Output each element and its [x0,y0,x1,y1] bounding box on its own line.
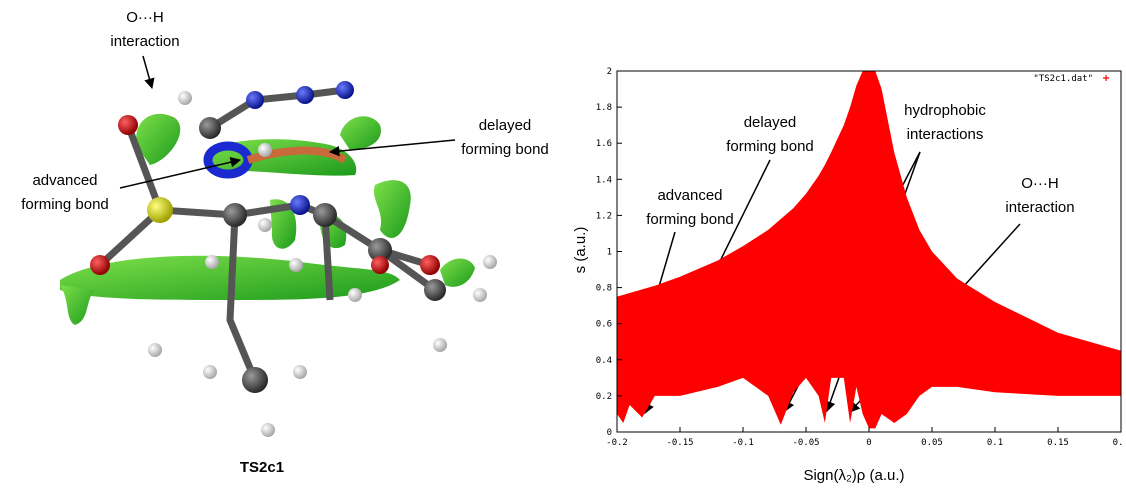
y-axis-label: s (a.u.) [572,227,589,274]
y-tick-label: 2 [607,67,612,77]
y-tick-label: 0.6 [596,320,612,330]
y-tick-label: 0.2 [596,392,612,402]
data-area [617,71,1121,429]
y-tick-label: 0 [607,428,612,438]
x-tick-label: 0.15 [1047,438,1069,448]
annotation: interaction [110,33,179,50]
x-tick-label: 0.05 [921,438,943,448]
annotation: O···H [126,9,164,26]
annotation: forming bond [646,211,734,228]
y-tick-label: 1.4 [596,175,612,185]
y-tick-label: 0.8 [596,284,612,294]
x-tick-label: -0.1 [732,438,754,448]
figure-label: TS2c1 [240,459,284,476]
legend-label: "TS2c1.dat" [1033,74,1093,84]
x-tick-label: 0.1 [987,438,1003,448]
annotation: hydrophobic [904,102,986,119]
annotation: forming bond [726,138,814,155]
x-tick-label: 0. [1113,438,1124,448]
y-tick-label: 1.6 [596,139,612,149]
x-tick-label: 0 [866,438,871,448]
annotation: advanced [32,172,97,189]
y-tick-label: 1.2 [596,211,612,221]
molecule [60,81,497,437]
x-tick-label: -0.2 [606,438,628,448]
annotation: interactions [907,126,984,143]
x-tick-label: -0.15 [666,438,693,448]
y-tick-label: 0.4 [596,356,612,366]
annotation: forming bond [21,196,109,213]
annotation: delayed [479,117,532,134]
x-tick-label: -0.05 [792,438,819,448]
annotation: advanced [657,187,722,204]
annotation: O···H [1021,175,1059,192]
y-tick-label: 1.8 [596,103,612,113]
legend-marker [1103,75,1109,81]
annotation: interaction [1005,199,1074,216]
y-tick-label: 1 [607,248,612,258]
annotation: forming bond [461,141,549,158]
annotation: delayed [744,114,797,131]
x-axis-label: Sign(λ₂)ρ (a.u.) [803,467,904,484]
